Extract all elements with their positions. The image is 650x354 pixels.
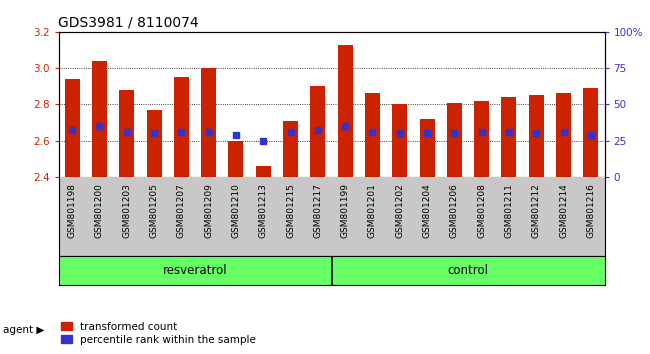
Bar: [365, 93, 380, 177]
Text: GSM801204: GSM801204: [422, 183, 432, 238]
Bar: [255, 166, 271, 177]
Bar: [146, 110, 162, 177]
Point: [504, 129, 514, 135]
Point: [531, 131, 541, 136]
Point: [176, 129, 187, 135]
Bar: [528, 95, 544, 177]
Text: GSM801198: GSM801198: [68, 183, 77, 238]
Text: GSM801200: GSM801200: [95, 183, 104, 238]
Bar: [174, 77, 189, 177]
Text: GSM801206: GSM801206: [450, 183, 459, 238]
Text: GSM801210: GSM801210: [231, 183, 240, 238]
Bar: [119, 90, 135, 177]
Legend: transformed count, percentile rank within the sample: transformed count, percentile rank withi…: [57, 317, 260, 349]
Text: GSM801199: GSM801199: [341, 183, 350, 238]
Point: [558, 129, 569, 135]
Text: GSM801212: GSM801212: [532, 183, 541, 238]
Point: [258, 138, 268, 143]
Point: [313, 127, 323, 133]
Bar: [337, 45, 353, 177]
Bar: [474, 101, 489, 177]
Point: [231, 132, 241, 138]
Bar: [64, 79, 80, 177]
Bar: [501, 97, 517, 177]
Text: control: control: [447, 264, 489, 277]
Point: [422, 131, 432, 136]
Text: GSM801203: GSM801203: [122, 183, 131, 238]
Text: GSM801215: GSM801215: [286, 183, 295, 238]
Text: GSM801214: GSM801214: [559, 183, 568, 238]
Point: [395, 131, 405, 136]
Point: [586, 132, 596, 138]
Text: GDS3981 / 8110074: GDS3981 / 8110074: [58, 15, 199, 29]
Point: [449, 131, 460, 136]
Point: [94, 123, 105, 129]
Bar: [447, 103, 462, 177]
Text: agent ▶: agent ▶: [3, 325, 45, 335]
Text: GSM801211: GSM801211: [504, 183, 514, 238]
Point: [122, 129, 132, 135]
Bar: [283, 121, 298, 177]
Bar: [92, 61, 107, 177]
Text: GSM801207: GSM801207: [177, 183, 186, 238]
Point: [67, 127, 77, 133]
Text: GSM801208: GSM801208: [477, 183, 486, 238]
Text: GSM801209: GSM801209: [204, 183, 213, 238]
Text: resveratrol: resveratrol: [162, 264, 228, 277]
Text: GSM801213: GSM801213: [259, 183, 268, 238]
Point: [476, 129, 487, 135]
Bar: [556, 93, 571, 177]
Bar: [419, 119, 435, 177]
Bar: [228, 141, 244, 177]
Point: [203, 129, 214, 135]
Bar: [583, 88, 599, 177]
Text: GSM801205: GSM801205: [150, 183, 159, 238]
Point: [340, 123, 350, 129]
Text: GSM801216: GSM801216: [586, 183, 595, 238]
Text: GSM801202: GSM801202: [395, 183, 404, 238]
Point: [149, 131, 159, 136]
Bar: [201, 68, 216, 177]
Text: GSM801217: GSM801217: [313, 183, 322, 238]
Text: GSM801201: GSM801201: [368, 183, 377, 238]
Bar: [310, 86, 326, 177]
Point: [285, 129, 296, 135]
Bar: [392, 104, 408, 177]
Point: [367, 129, 378, 135]
